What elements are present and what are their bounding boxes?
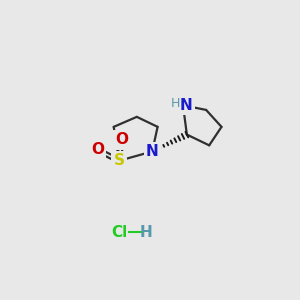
- Text: N: N: [146, 144, 159, 159]
- Text: H: H: [171, 97, 180, 110]
- Text: S: S: [114, 153, 124, 168]
- Text: Cl: Cl: [111, 225, 127, 240]
- Text: O: O: [91, 142, 104, 158]
- Text: N: N: [180, 98, 193, 113]
- Text: H: H: [140, 225, 152, 240]
- Text: O: O: [115, 132, 128, 147]
